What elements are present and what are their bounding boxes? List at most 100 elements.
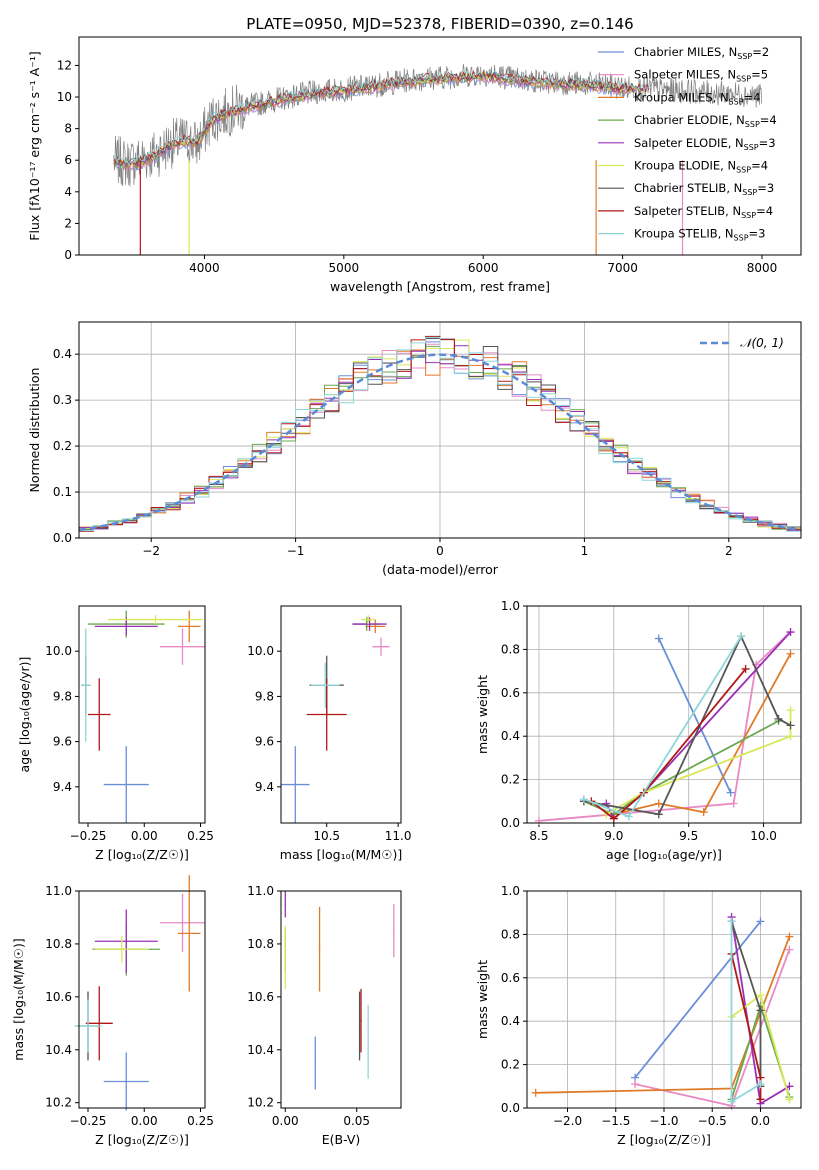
legend-label: Chabrier ELODIE, N: [634, 113, 745, 127]
y-tick-label: 4: [64, 185, 72, 199]
y-tick-label: 10.2: [45, 1096, 72, 1110]
weight-marker: [727, 1097, 736, 1106]
point-kroupa-elodie: [154, 618, 157, 621]
x-tick-label: 0.25: [187, 1114, 214, 1128]
x-tick-label: 11.0: [385, 829, 412, 843]
legend-gaussian-label: 𝒩(0, 1): [740, 336, 784, 350]
weight-line-kroupa-miles: [613, 653, 792, 816]
y-axis-label: mass [log₁₀(M/M☉)]: [11, 938, 26, 1060]
legend-label: Salpeter STELIB, N: [634, 204, 741, 218]
point-kroupa-miles: [188, 625, 191, 628]
y-tick-label: 2: [64, 216, 72, 230]
y-axis-label: Flux [fλ10⁻¹⁷ erg cm⁻² s⁻¹ A⁻¹]: [27, 51, 42, 240]
x-tick-label: −1.5: [601, 1114, 630, 1128]
y-tick-label: 11.0: [45, 884, 72, 898]
point-kroupa-stelib: [87, 1025, 89, 1027]
weight-vs-age-panel: 8.5 9.0 9.5 10.0 0.0 0.2 0.4 0.6 0.8 1.0 age [log₁…: [475, 599, 802, 862]
x-tick-label: 5000: [329, 261, 360, 275]
point-salpeter-stelib: [98, 713, 101, 716]
y-tick-label: 0.0: [53, 531, 72, 545]
legend-subscript: SSP: [729, 97, 744, 106]
y-axis-label: age [log₁₀(age/yr)]: [17, 657, 32, 773]
legend-count: =4: [756, 204, 773, 218]
x-tick-label: 10.5: [313, 829, 340, 843]
point-kroupa-miles: [318, 948, 321, 951]
point-kroupa-miles: [374, 625, 377, 628]
weight-line-chabrier-miles: [657, 638, 732, 793]
y-tick-label: 6: [64, 153, 72, 167]
y-tick-label: 0.0: [501, 1101, 520, 1115]
y-tick-label: 0.8: [501, 642, 520, 656]
weight-marker: [654, 810, 663, 819]
legend-subscript: SSP: [744, 143, 759, 152]
point-salpeter-elodie: [125, 625, 128, 628]
point-kroupa-elodie: [367, 618, 369, 621]
plot-frame: [280, 605, 402, 824]
plot-frame: [78, 605, 206, 824]
plot-frame: [78, 321, 802, 539]
weight-vs-z-panel: −2.0 −1.5 −1.0 −0.5 0.0 0.0 0.2 0.4 0.6 0.8 1.0 Z […: [475, 884, 802, 1147]
y-tick-label: 0: [64, 248, 72, 262]
x-axis-label: Z [log₁₀(Z/Z☉)]: [617, 1132, 711, 1147]
x-tick-label: 10.0: [750, 829, 777, 843]
weight-marker: [727, 917, 736, 926]
legend-entry: Kroupa MILES, NSSP=4: [634, 90, 760, 106]
x-tick-label: 4000: [189, 261, 220, 275]
model-line-chabrier-miles: [113, 75, 630, 171]
y-tick-label: 9.8: [255, 689, 274, 703]
plot-frame: [526, 605, 802, 824]
point-kroupa-stelib: [84, 684, 87, 686]
y-tick-label: 9.6: [255, 735, 274, 749]
legend-entry: Chabrier MILES, NSSP=2: [634, 45, 769, 61]
legend-subscript: SSP: [742, 188, 757, 197]
weight-marker: [756, 917, 765, 926]
legend-subscript: SSP: [745, 120, 760, 129]
y-tick-label: 0.1: [53, 485, 72, 499]
legend-entry: Chabrier STELIB, NSSP=3: [634, 181, 774, 197]
point-kroupa-elodie: [284, 956, 287, 958]
point-salpeter-stelib: [325, 713, 328, 716]
age-vs-z-panel: −0.25 0.00 0.25 9.4 9.6 9.8 10.0 Z [log₁₀(Z/Z☉)…: [17, 605, 214, 862]
weight-marker: [699, 808, 708, 817]
x-tick-label: 1: [581, 544, 589, 558]
y-axis-label: Normed distribution: [27, 368, 42, 493]
y-tick-label: 10.6: [247, 990, 274, 1004]
y-tick-label: 10: [57, 90, 72, 104]
x-axis-label: mass [log₁₀(M/M☉)]: [280, 847, 402, 862]
plot-frame: [78, 36, 802, 256]
weight-line-salpeter-stelib: [590, 668, 747, 820]
legend-label: Chabrier STELIB, N: [634, 181, 742, 195]
weight-marker: [579, 795, 588, 804]
legend-entry: Kroupa ELODIE, NSSP=4: [634, 159, 768, 175]
legend-count: =3: [749, 227, 766, 241]
model-line-salpeter-stelib: [113, 69, 650, 166]
weight-marker: [609, 814, 618, 823]
mass-vs-ebv-panel: 0.00 0.05 10.2 10.4 10.6 10.8 11.0 E(B-V): [247, 884, 402, 1147]
y-tick-label: 10.0: [247, 644, 274, 658]
y-tick-label: 1.0: [501, 599, 520, 613]
plot-frame: [280, 890, 402, 1109]
weight-marker: [786, 628, 795, 637]
x-tick-label: 0.00: [131, 1114, 158, 1128]
point-salpeter-miles: [181, 645, 184, 648]
weight-marker: [774, 714, 783, 723]
weight-marker: [531, 1088, 540, 1097]
legend-entry: Kroupa STELIB, NSSP=3: [634, 227, 765, 243]
point-chabrier-miles: [314, 1062, 317, 1064]
y-tick-label: 0.4: [501, 729, 520, 743]
legend-subscript: SSP: [736, 166, 751, 175]
x-tick-label: 7000: [607, 261, 638, 275]
weight-marker: [786, 706, 795, 715]
figure-title: PLATE=0950, MJD=52378, FIBERID=0390, z=0…: [246, 15, 633, 33]
x-axis-label: E(B-V): [322, 1132, 361, 1147]
gaussian-reference-line: [78, 353, 802, 532]
point-kroupa-stelib: [324, 684, 327, 686]
x-tick-label: 0.0: [751, 1114, 770, 1128]
y-tick-label: 0.2: [501, 773, 520, 787]
x-tick-label: 0.05: [343, 1114, 370, 1128]
legend-count: =4: [760, 113, 777, 127]
point-chabrier-miles: [294, 783, 297, 786]
x-tick-label: 8000: [747, 261, 778, 275]
y-tick-label: 10.2: [247, 1096, 274, 1110]
